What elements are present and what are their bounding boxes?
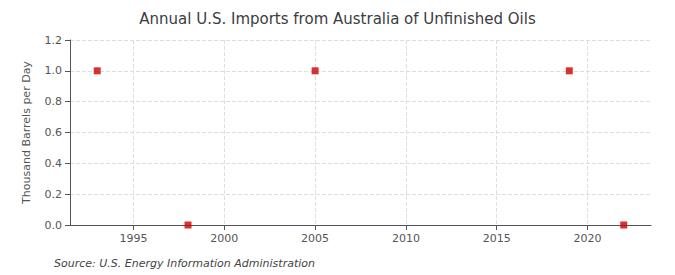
svg-text:2000: 2000 — [210, 232, 238, 245]
svg-text:1995: 1995 — [120, 232, 148, 245]
svg-text:1.0: 1.0 — [45, 64, 63, 77]
svg-text:Source: U.S. Energy Informatio: Source: U.S. Energy Information Administ… — [54, 257, 315, 270]
svg-text:2005: 2005 — [301, 232, 329, 245]
svg-text:0.6: 0.6 — [45, 126, 63, 139]
svg-text:0.2: 0.2 — [45, 188, 63, 201]
svg-text:2020: 2020 — [573, 232, 601, 245]
svg-text:Annual U.S. Imports from Austr: Annual U.S. Imports from Australia of Un… — [139, 10, 536, 28]
svg-text:0.0: 0.0 — [45, 219, 63, 232]
svg-text:1.2: 1.2 — [45, 34, 63, 47]
svg-text:Thousand Barrels per Day: Thousand Barrels per Day — [20, 61, 33, 205]
svg-text:0.4: 0.4 — [45, 157, 63, 170]
svg-text:2010: 2010 — [392, 232, 420, 245]
svg-text:2015: 2015 — [483, 232, 511, 245]
svg-text:0.8: 0.8 — [45, 95, 63, 108]
